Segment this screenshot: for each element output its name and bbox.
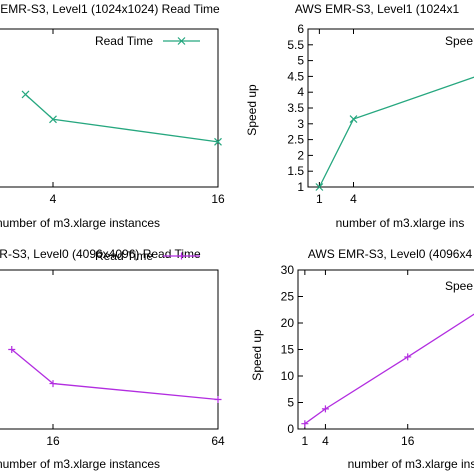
y-tick-label: 3.5: [287, 101, 304, 115]
plot-frame: [307, 28, 474, 188]
y-tick-label: 3: [297, 117, 304, 131]
legend-label: Read Time: [95, 34, 153, 48]
y-tick-label: 15: [281, 343, 295, 357]
x-tick-label: 16: [46, 434, 60, 448]
x-tick-label: 16: [211, 192, 225, 206]
y-tick-label: 1: [297, 180, 304, 194]
chart-panel-level0-speedup: AWS EMR-S3, Level0 (4096x4 Speed up numb…: [250, 247, 474, 471]
y-tick-label: 6: [297, 22, 304, 36]
y-tick-label: 5: [297, 54, 304, 68]
plot-frame: [297, 269, 474, 430]
y-tick-label: 20: [281, 316, 295, 330]
y-tick-label: 4.5: [287, 69, 304, 83]
x-tick-label: 4: [322, 434, 329, 448]
y-tick-label: 1.5: [287, 164, 304, 178]
chart-panel-level1-read-time: EMR-S3, Level1 (1024x1024) Read Time num…: [0, 2, 225, 230]
data-point-marker: [214, 137, 222, 146]
legend-label: Spee: [445, 279, 473, 293]
chart-title: AWS EMR-S3, Level0 (4096x4: [308, 247, 473, 261]
chart-title: MR-S3, Level0 (4096x4096) Read Time: [0, 247, 201, 261]
y-tick-label: 0: [287, 422, 294, 436]
y-axis-label: Speed up: [245, 84, 259, 136]
data-point-marker: [49, 115, 57, 124]
data-point-marker: [315, 183, 324, 191]
data-point-marker: [404, 353, 412, 361]
data-point-marker: [178, 252, 185, 260]
chart-title: EMR-S3, Level1 (1024x1024) Read Time: [0, 2, 220, 16]
x-axis-label: number of m3.xlarge instances: [0, 216, 160, 230]
data-point-marker: [8, 346, 16, 353]
data-point-marker: [21, 90, 30, 99]
y-tick-label: 2: [297, 148, 304, 162]
series-line: [304, 313, 474, 425]
data-point-marker: [321, 405, 329, 413]
legend-label: Spee: [445, 34, 473, 48]
legend-label: Read Time: [95, 249, 153, 263]
y-tick-label: 30: [281, 263, 295, 277]
data-point-marker: [349, 115, 358, 123]
x-tick-label: 16: [401, 434, 415, 448]
chart-panel-level0-read-time: MR-S3, Level0 (4096x4096) Read Time numb…: [0, 247, 225, 471]
data-point-marker: [177, 37, 186, 45]
y-tick-label: 25: [281, 290, 295, 304]
y-tick-label: 10: [281, 369, 295, 383]
x-tick-label: 4: [350, 192, 357, 206]
data-point-marker: [49, 380, 57, 388]
chart-panel-level1-speedup: AWS EMR-S3, Level1 (1024x1 Speed up numb…: [245, 2, 474, 230]
x-tick-label: 4: [50, 192, 57, 206]
series-line: [318, 76, 474, 188]
data-point-marker: [301, 420, 309, 428]
x-tick-label: 1: [316, 192, 323, 206]
x-tick-label: 1: [302, 434, 309, 448]
y-tick-label: 5: [287, 396, 294, 410]
chart-title: AWS EMR-S3, Level1 (1024x1: [295, 2, 460, 16]
series-line: [11, 348, 219, 401]
y-tick-label: 5.5: [287, 38, 304, 52]
y-tick-label: 4: [297, 85, 304, 99]
y-axis-label: Speed up: [250, 329, 264, 381]
x-axis-label: number of m3.xlarge instances: [0, 457, 160, 471]
plot-frame: [0, 269, 219, 430]
x-axis-label: number of m3.xlarge ins: [348, 457, 474, 471]
data-point-marker: [214, 395, 222, 403]
x-axis-label: number of m3.xlarge ins: [336, 216, 465, 230]
plot-frame: [0, 28, 219, 188]
x-tick-label: 64: [211, 434, 225, 448]
y-tick-label: 2.5: [287, 133, 304, 147]
